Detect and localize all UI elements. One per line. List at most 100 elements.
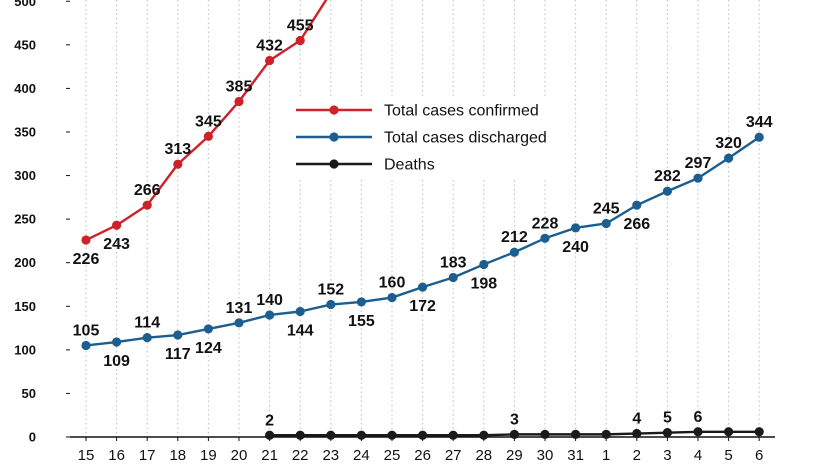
total-cases-discharged-point xyxy=(265,310,275,320)
deaths-point xyxy=(295,430,305,440)
x-tick-label: 4 xyxy=(694,447,702,464)
total-cases-discharged-data-label: 183 xyxy=(440,255,467,272)
y-tick-label: 300 xyxy=(14,168,36,183)
y-tick-label: 250 xyxy=(14,212,36,227)
x-tick-label: 5 xyxy=(724,447,732,464)
total-cases-discharged-data-label: 344 xyxy=(746,114,773,131)
deaths-point xyxy=(632,428,642,439)
total-cases-confirmed-data-label: 313 xyxy=(164,141,191,158)
x-tick-label: 29 xyxy=(506,447,523,464)
total-cases-discharged-point xyxy=(173,330,183,340)
total-cases-discharged-data-label: 131 xyxy=(226,300,253,317)
total-cases-confirmed-point xyxy=(234,96,244,107)
y-tick-label: 50 xyxy=(22,386,36,401)
deaths-data-label: 2 xyxy=(265,412,274,429)
total-cases-discharged-data-label: 114 xyxy=(134,315,160,332)
y-tick-label: 350 xyxy=(14,124,36,139)
total-cases-discharged-data-label: 245 xyxy=(593,200,620,217)
deaths-data-label: 5 xyxy=(663,410,672,427)
y-tick-label: 400 xyxy=(14,81,36,96)
total-cases-discharged-data-label: 109 xyxy=(103,353,130,370)
x-tick-label: 1 xyxy=(602,447,610,464)
deaths-point xyxy=(418,430,428,440)
deaths-point xyxy=(326,430,336,440)
total-cases-discharged-legend-label: Total cases discharged xyxy=(384,130,547,147)
total-cases-discharged-point xyxy=(693,173,703,183)
x-tick-label: 31 xyxy=(567,447,584,464)
deaths-point xyxy=(754,427,764,437)
x-tick-label: 22 xyxy=(292,447,309,464)
total-cases-discharged-data-label: 266 xyxy=(623,216,650,233)
x-tick-label: 2 xyxy=(633,447,641,464)
y-tick-label: 200 xyxy=(14,255,36,270)
x-tick-label: 18 xyxy=(169,447,186,464)
x-tick-label: 20 xyxy=(231,447,248,464)
y-tick-label: 150 xyxy=(14,299,36,314)
y-tick-label: 450 xyxy=(14,37,36,52)
deaths-point xyxy=(571,429,581,439)
deaths-point xyxy=(601,429,611,439)
x-tick-label: 25 xyxy=(384,447,401,464)
total-cases-confirmed-legend-label: Total cases confirmed xyxy=(384,103,539,120)
total-cases-discharged-data-label: 172 xyxy=(409,298,436,315)
deaths-point xyxy=(540,429,550,439)
x-tick-label: 16 xyxy=(108,447,125,464)
total-cases-confirmed-point xyxy=(265,55,275,66)
total-cases-discharged-point xyxy=(356,297,366,307)
total-cases-discharged-point xyxy=(754,132,764,142)
deaths-point xyxy=(265,430,275,440)
x-tick-label: 24 xyxy=(353,447,370,464)
deaths-point xyxy=(448,430,458,440)
total-cases-discharged-data-label: 282 xyxy=(654,168,681,185)
total-cases-confirmed-point xyxy=(112,220,122,230)
total-cases-discharged-point xyxy=(234,318,244,328)
deaths-point xyxy=(356,430,366,440)
total-cases-discharged-point xyxy=(387,292,397,303)
deaths-point xyxy=(479,430,489,440)
chart-grid xyxy=(85,0,760,437)
total-cases-discharged-data-label: 155 xyxy=(348,313,375,330)
deaths-point xyxy=(509,429,519,439)
total-cases-discharged-point xyxy=(724,153,734,163)
x-tick-label: 27 xyxy=(445,447,462,464)
total-cases-discharged-data-label: 320 xyxy=(715,135,742,152)
deaths-data-label: 4 xyxy=(632,411,641,428)
x-tick-label: 30 xyxy=(537,447,554,464)
deaths-point xyxy=(693,427,703,437)
total-cases-discharged-point xyxy=(81,340,91,351)
x-tick-label: 26 xyxy=(414,447,431,464)
total-cases-discharged-point xyxy=(540,233,550,243)
y-tick-label: 100 xyxy=(14,342,36,357)
total-cases-discharged-point xyxy=(662,186,673,196)
total-cases-discharged-point xyxy=(142,333,152,343)
total-cases-discharged-point xyxy=(601,218,611,229)
total-cases-confirmed-data-label: 243 xyxy=(103,236,130,253)
total-cases-discharged-data-label: 198 xyxy=(470,275,497,292)
total-cases-confirmed-point xyxy=(142,200,152,210)
total-cases-discharged-data-label: 160 xyxy=(379,275,406,292)
deaths-legend-label: Deaths xyxy=(384,157,435,174)
total-cases-confirmed-data-label: 226 xyxy=(73,251,100,268)
total-cases-discharged-point xyxy=(295,306,305,317)
total-cases-discharged-point xyxy=(203,324,213,334)
total-cases-discharged-data-label: 152 xyxy=(317,282,344,299)
total-cases-confirmed-data-label: 385 xyxy=(226,78,253,95)
total-cases-discharged-point xyxy=(632,200,642,210)
total-cases-discharged-data-label: 240 xyxy=(562,239,589,256)
total-cases-discharged-data-label: 124 xyxy=(195,340,222,357)
total-cases-discharged-legend-marker xyxy=(329,132,339,142)
total-cases-discharged-data-label: 144 xyxy=(287,323,314,340)
total-cases-confirmed-legend-marker xyxy=(329,105,339,115)
deaths-point xyxy=(387,430,397,440)
deaths-legend-marker xyxy=(329,159,339,169)
total-cases-confirmed-point xyxy=(173,159,183,169)
y-tick-label: 0 xyxy=(29,430,36,445)
deaths-data-label: 3 xyxy=(510,411,519,428)
series-lines xyxy=(81,0,764,440)
x-tick-label: 3 xyxy=(663,447,671,464)
x-tick-label: 23 xyxy=(322,447,339,464)
deaths-data-label: 6 xyxy=(694,409,703,426)
total-cases-discharged-point xyxy=(418,282,428,292)
